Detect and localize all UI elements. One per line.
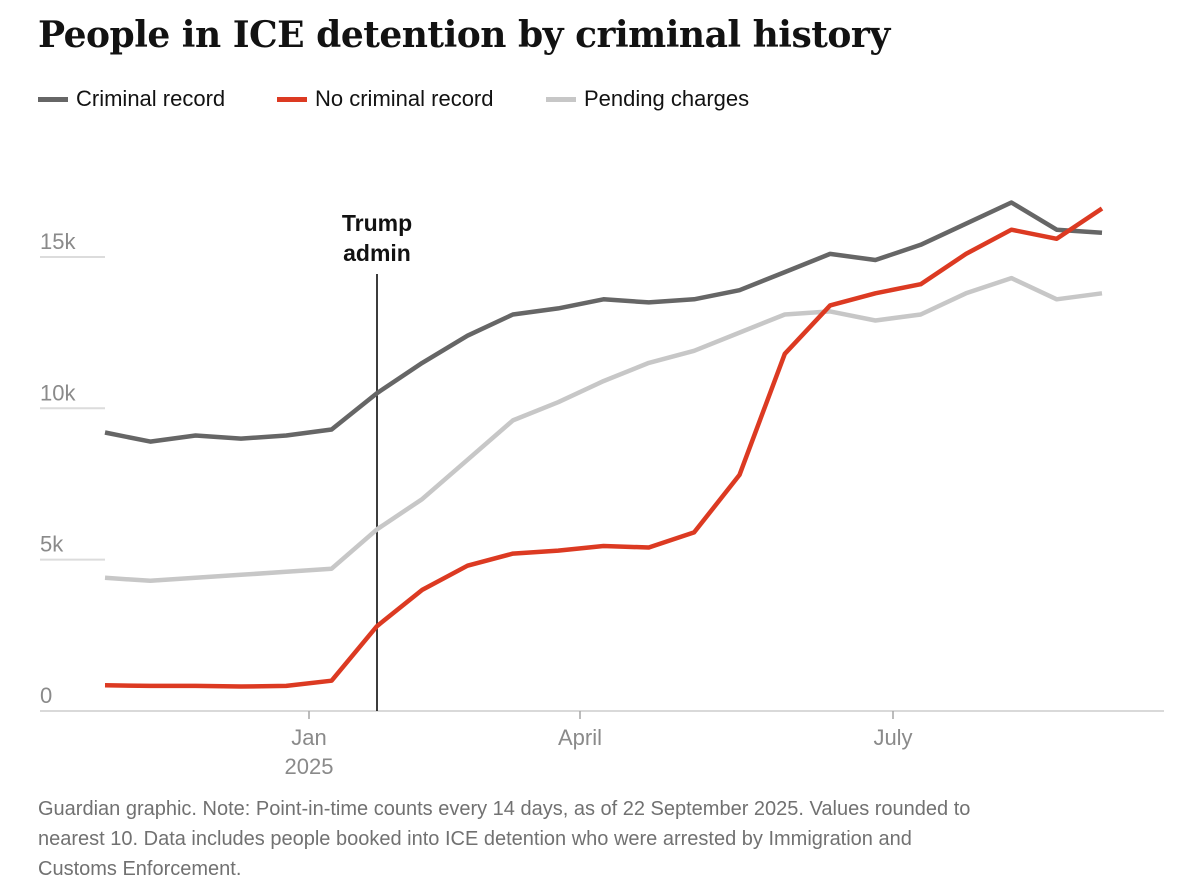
source-note-line: nearest 10. Data includes people booked … bbox=[38, 828, 912, 850]
legend-swatch-no-criminal-record bbox=[277, 96, 307, 102]
y-tick-label-5k: 5k bbox=[40, 532, 64, 557]
source-note-line: Guardian graphic. Note: Point-in-time co… bbox=[38, 798, 971, 820]
trump-admin-label: admin bbox=[343, 240, 411, 266]
legend-label-no-criminal-record: No criminal record bbox=[315, 86, 494, 111]
x-tick-label-jan: Jan bbox=[291, 725, 326, 750]
source-note: Guardian graphic. Note: Point-in-time co… bbox=[38, 794, 1128, 884]
legend-item-pending-charges: Pending charges bbox=[546, 86, 749, 112]
line-criminal-record bbox=[104, 200, 1103, 444]
x-tick-label-july: July bbox=[873, 725, 912, 750]
legend-swatch-criminal-record bbox=[38, 96, 68, 102]
legend-item-criminal-record: Criminal record bbox=[38, 86, 225, 112]
legend-item-no-criminal-record: No criminal record bbox=[277, 86, 494, 112]
line-pending-charges bbox=[104, 275, 1103, 584]
x-tick-label-april: April bbox=[558, 725, 602, 750]
legend: Criminal record No criminal record Pendi… bbox=[0, 86, 1182, 116]
source-note-line: Customs Enforcement. bbox=[38, 858, 242, 880]
y-tick-label-15k: 15k bbox=[40, 229, 76, 254]
legend-label-pending-charges: Pending charges bbox=[584, 86, 750, 111]
line-no-criminal-record bbox=[104, 206, 1104, 689]
legend-swatch-pending-charges bbox=[546, 96, 576, 102]
chart-title: People in ICE detention by criminal hist… bbox=[38, 14, 890, 56]
legend-label-criminal-record: Criminal record bbox=[76, 86, 226, 111]
x-tick-sublabel-year: 2025 bbox=[285, 754, 334, 779]
y-tick-label-10k: 10k bbox=[40, 380, 76, 405]
y-tick-label-0: 0 bbox=[40, 683, 52, 708]
trump-admin-label: Trump bbox=[342, 210, 412, 236]
